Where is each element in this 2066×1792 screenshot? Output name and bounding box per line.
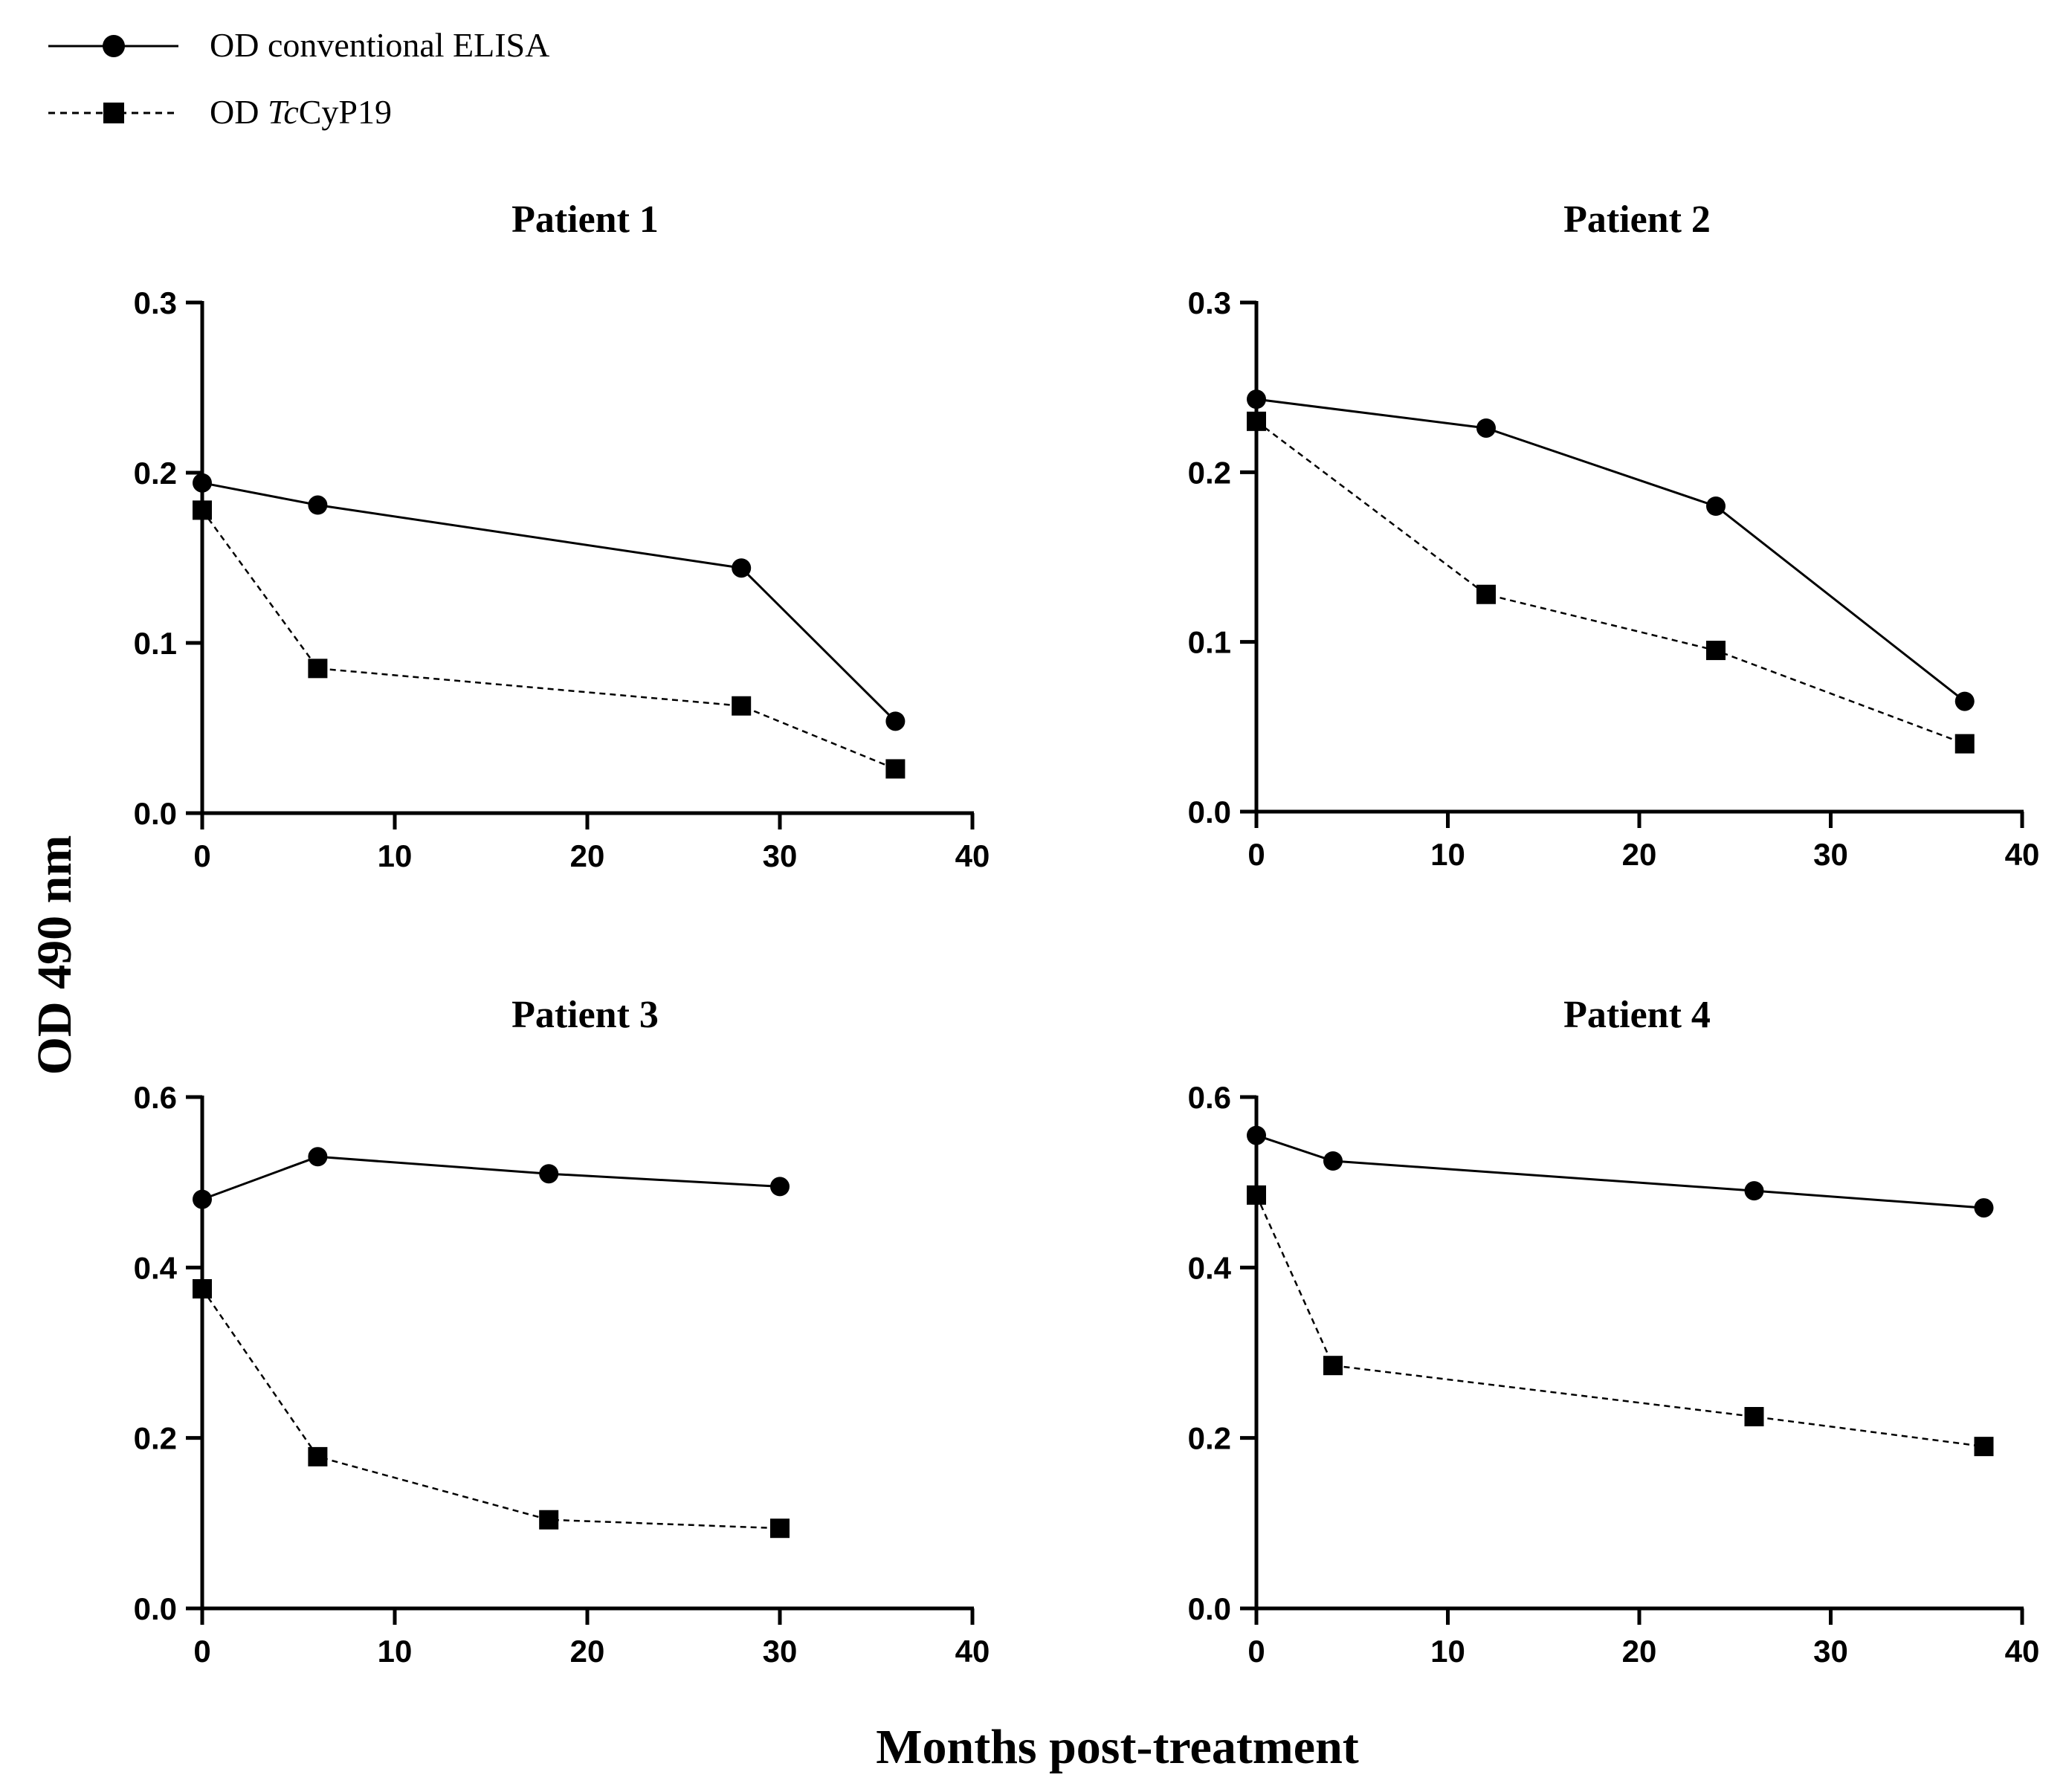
x-tick-label: 0 xyxy=(1247,1634,1265,1669)
x-tick-label: 10 xyxy=(378,838,413,873)
data-point-tccyp19 xyxy=(1476,584,1496,604)
x-tick-label: 0 xyxy=(193,838,210,873)
x-tick-label: 30 xyxy=(763,1634,798,1669)
series-line-tccyp19 xyxy=(201,1288,781,1530)
x-tick-label: 20 xyxy=(1622,1634,1657,1669)
series-line-tccyp19 xyxy=(201,509,896,770)
panel-patient-2: Patient 2 0.0 0.1 0.2 0.3 0 10 20 30 40 xyxy=(1188,198,2040,872)
data-point-tccyp19 xyxy=(1247,1185,1266,1205)
y-tick-label: 0.3 xyxy=(134,285,177,320)
data-point-tccyp19 xyxy=(193,500,212,520)
panel-title: Patient 1 xyxy=(511,198,659,241)
data-point-tccyp19 xyxy=(1323,1356,1343,1376)
legend-marker-square xyxy=(103,103,124,123)
data-point-tccyp19 xyxy=(885,759,906,779)
data-point-elisa xyxy=(1476,418,1496,438)
x-tick-label: 30 xyxy=(1813,837,1848,872)
series-line-elisa xyxy=(201,1155,781,1201)
panel-title: Patient 2 xyxy=(1563,198,1711,241)
data-point-elisa xyxy=(770,1177,790,1197)
data-point-tccyp19 xyxy=(1706,641,1726,661)
x-tick-label: 10 xyxy=(1430,1634,1465,1669)
y-tick-label: 0.2 xyxy=(1188,455,1231,490)
x-tick-label: 40 xyxy=(2005,837,2040,872)
data-point-tccyp19 xyxy=(1974,1437,1994,1457)
legend-label-tccyp19-suffix: CyP19 xyxy=(299,93,392,131)
data-point-tccyp19 xyxy=(1954,734,1975,754)
data-point-elisa xyxy=(732,558,752,578)
data-point-elisa xyxy=(1247,1125,1266,1145)
x-tick-label: 30 xyxy=(763,838,798,873)
data-point-elisa xyxy=(193,473,212,493)
data-point-tccyp19 xyxy=(308,659,328,679)
panel-patient-4: Patient 4 0.0 0.2 0.4 0.6 0 10 20 30 40 xyxy=(1188,994,2040,1669)
legend-item-elisa: OD conventional ELISA xyxy=(48,26,549,64)
data-point-elisa xyxy=(1323,1151,1343,1171)
data-point-tccyp19 xyxy=(308,1446,328,1466)
y-tick-label: 0.6 xyxy=(134,1080,177,1115)
panel-patient-3: Patient 3 0.0 0.2 0.4 0.6 0 10 20 30 40 xyxy=(134,994,990,1669)
data-point-elisa xyxy=(885,711,906,731)
data-point-tccyp19 xyxy=(193,1279,212,1298)
series-line-elisa xyxy=(1256,398,1966,702)
y-tick-label: 0.4 xyxy=(1188,1250,1232,1285)
x-tick-label: 20 xyxy=(570,1634,605,1669)
x-tick-label: 30 xyxy=(1813,1634,1848,1669)
y-tick-label: 0.1 xyxy=(1188,625,1231,660)
data-point-elisa xyxy=(1706,496,1726,516)
x-tick-label: 0 xyxy=(1247,837,1265,872)
x-tick-label: 10 xyxy=(1430,837,1465,872)
data-point-tccyp19 xyxy=(539,1510,559,1530)
y-tick-label: 0.3 xyxy=(1188,285,1231,320)
data-point-tccyp19 xyxy=(1744,1407,1764,1426)
panel-title: Patient 3 xyxy=(511,994,659,1036)
data-point-elisa xyxy=(308,495,328,515)
data-point-elisa xyxy=(1744,1181,1764,1201)
series-line-elisa xyxy=(1256,1134,1984,1209)
data-point-elisa xyxy=(1954,691,1975,711)
y-tick-label: 0.2 xyxy=(134,1421,177,1456)
legend: OD conventional ELISA OD TcCyP19 xyxy=(48,26,549,131)
data-point-tccyp19 xyxy=(1247,411,1266,431)
x-tick-label: 10 xyxy=(378,1634,413,1669)
y-tick-label: 0.2 xyxy=(134,456,177,491)
x-tick-label: 40 xyxy=(2005,1634,2040,1669)
legend-label-elisa: OD conventional ELISA xyxy=(210,26,549,64)
data-point-elisa xyxy=(1247,389,1266,410)
legend-marker-circle xyxy=(103,35,125,57)
data-point-elisa xyxy=(539,1164,559,1184)
series-line-elisa xyxy=(201,482,897,722)
y-tick-label: 0.1 xyxy=(134,626,177,661)
y-tick-label: 0.6 xyxy=(1188,1080,1231,1115)
y-tick-label: 0.0 xyxy=(134,796,177,831)
legend-item-tccyp19: OD TcCyP19 xyxy=(48,93,392,131)
data-point-elisa xyxy=(1974,1198,1994,1218)
data-point-tccyp19 xyxy=(732,696,752,716)
x-tick-label: 40 xyxy=(955,838,990,873)
data-point-tccyp19 xyxy=(770,1518,790,1539)
x-tick-label: 0 xyxy=(193,1634,210,1669)
y-tick-label: 0.4 xyxy=(134,1250,178,1285)
y-tick-label: 0.0 xyxy=(1188,795,1231,829)
y-axis-title: OD 490 nm xyxy=(28,835,82,1075)
data-point-elisa xyxy=(308,1147,328,1167)
y-tick-label: 0.0 xyxy=(1188,1591,1231,1626)
y-tick-label: 0.2 xyxy=(1188,1421,1231,1456)
series-line-tccyp19 xyxy=(1255,1194,1984,1448)
panel-title: Patient 4 xyxy=(1563,994,1711,1036)
legend-label-tccyp19-italic: Tc xyxy=(268,93,299,131)
data-point-elisa xyxy=(193,1189,212,1209)
x-axis-title: Months post-treatment xyxy=(876,1720,1359,1774)
panel-patient-1: Patient 1 0.0 0.1 0.2 0.3 0 10 20 30 40 xyxy=(134,198,990,873)
series-line-tccyp19 xyxy=(1256,420,1966,745)
x-tick-label: 20 xyxy=(1622,837,1657,872)
legend-label-tccyp19-prefix: OD xyxy=(210,93,268,131)
y-tick-label: 0.0 xyxy=(134,1591,177,1626)
legend-label-tccyp19: OD TcCyP19 xyxy=(210,93,392,131)
x-tick-label: 20 xyxy=(570,838,605,873)
x-tick-label: 40 xyxy=(955,1634,990,1669)
